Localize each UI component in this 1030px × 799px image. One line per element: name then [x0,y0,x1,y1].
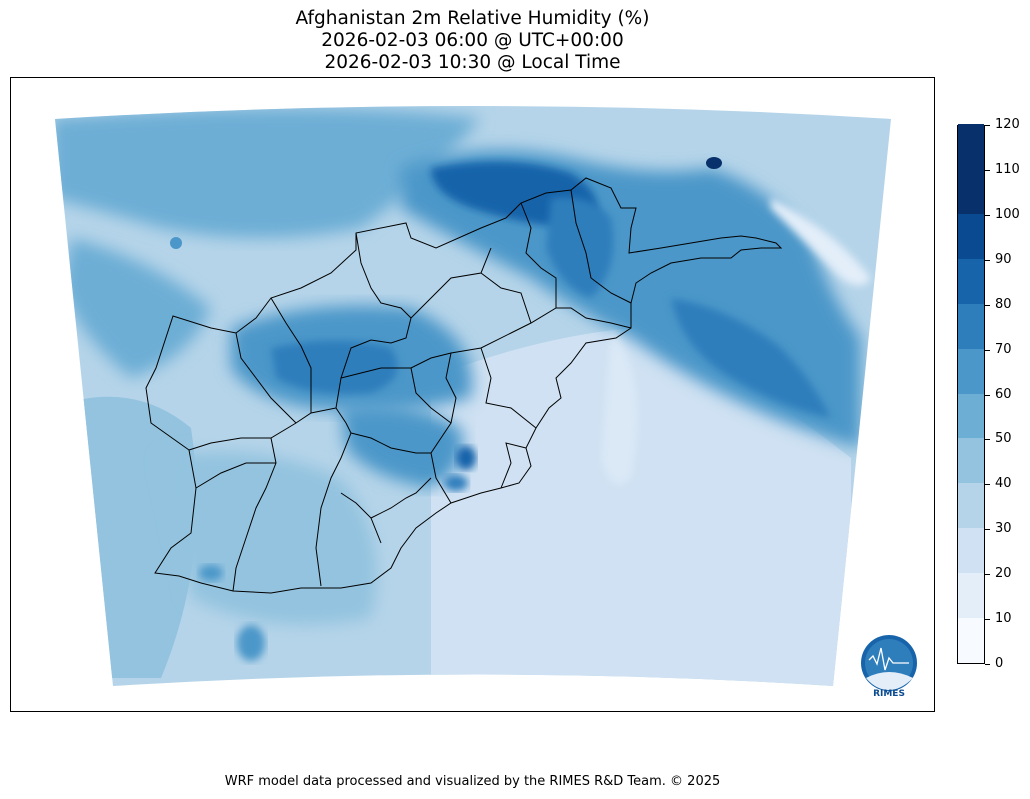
humidity-map: RIMES [55,106,917,699]
colorbar-tick [985,394,990,396]
colorbar-tick-label: 120 [995,117,1020,132]
colorbar-segment [958,213,984,259]
colorbar-tick-label: 30 [995,521,1012,537]
colorbar-tick-label: 40 [995,476,1012,492]
colorbar-tick-label: 80 [995,296,1012,312]
colorbar-segment [958,123,984,169]
colorbar-tick-label: 110 [995,161,1020,177]
colorbar-segment [958,482,984,529]
colorbar-tick-label: 70 [995,341,1012,357]
colorbar-tick [985,439,990,441]
humidity-field [55,106,891,686]
map-subtitle-local: 2026-02-03 10:30 @ Local Time [324,52,621,73]
colorbar-segment [958,527,984,574]
colorbar-tick-label: 100 [995,206,1020,222]
colorbar [957,123,985,664]
colorbar-tick [985,619,990,621]
colorbar-tick [985,259,990,261]
colorbar-tick [985,304,990,306]
colorbar-tick [985,484,990,486]
colorbar-segment [958,258,984,304]
colorbar-tick [985,169,990,171]
colorbar-tick-label: 0 [995,656,1004,671]
logo-text: RIMES [873,689,905,699]
colorbar-tick-label: 50 [995,431,1012,447]
colorbar-tick-label: 10 [995,611,1012,627]
colorbar-tick-label: 90 [995,251,1012,267]
map-frame: RIMES [10,77,935,712]
rimes-logo: RIMES [861,635,917,699]
colorbar-tick [985,349,990,351]
colorbar-segment [958,572,984,619]
colorbar-segment [958,303,984,349]
colorbar-segment [958,617,984,663]
colorbar-tick [985,664,990,665]
province-boundaries [145,177,783,594]
map-title: Afghanistan 2m Relative Humidity (%) [295,8,650,29]
colorbar-segment [958,168,984,214]
colorbar-segment [958,348,984,394]
colorbar-segment [958,437,984,484]
map-subtitle-utc: 2026-02-03 06:00 @ UTC+00:00 [321,30,624,51]
colorbar-segment [958,393,984,439]
colorbar-tick-label: 20 [995,566,1012,582]
colorbar-tick [985,214,990,216]
footer-credit: WRF model data processed and visualized … [224,774,721,789]
colorbar-tick [985,125,990,126]
colorbar-tick [985,574,990,576]
colorbar-tick [985,529,990,531]
colorbar-tick-label: 60 [995,386,1012,402]
